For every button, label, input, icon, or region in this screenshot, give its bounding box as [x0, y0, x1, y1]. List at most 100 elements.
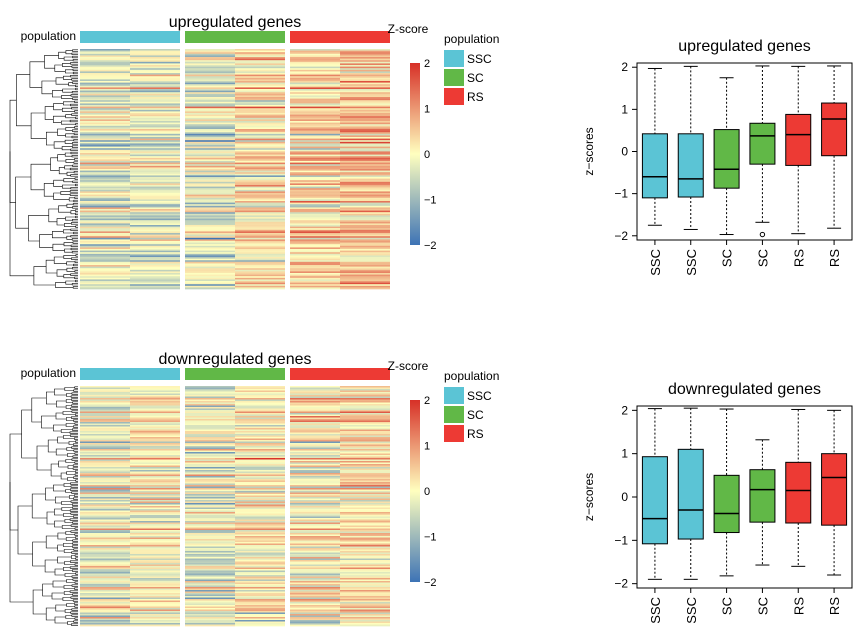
heatmap-cell: [235, 611, 285, 613]
dendrogram-branch: [63, 513, 74, 517]
heatmap-cell: [340, 527, 390, 529]
dendrogram-branch: [74, 126, 78, 129]
heatmap-cell: [185, 416, 235, 418]
heatmap-cell: [340, 536, 390, 538]
heatmap-cell: [185, 265, 235, 267]
heatmap-cell: [235, 186, 285, 189]
heatmap-cell: [130, 226, 180, 229]
heatmap-cell: [185, 468, 235, 471]
annotation-label: population: [21, 29, 76, 43]
heatmap-cell: [290, 525, 340, 528]
heatmap-cell: [80, 557, 130, 559]
heatmap-cell: [235, 161, 285, 163]
heatmap-cell: [130, 558, 180, 561]
heatmap-cell: [235, 479, 285, 481]
y-tick-label: −2: [614, 577, 628, 591]
heatmap-cell: [290, 462, 340, 465]
heatmap-cell: [235, 237, 285, 240]
heatmap-cell: [130, 401, 180, 403]
heatmap-cell: [290, 79, 340, 82]
heatmap-cell: [130, 486, 180, 489]
heatmap-cell: [185, 194, 235, 197]
heatmap-cell: [185, 169, 235, 171]
heatmap-cell: [185, 177, 235, 179]
heatmap-cell: [80, 151, 130, 154]
heatmap-cell: [185, 74, 235, 77]
heatmap-cell: [185, 536, 235, 538]
heatmap-cell: [80, 392, 130, 394]
heatmap-cell: [235, 557, 285, 559]
heatmap-cell: [80, 590, 130, 592]
heatmap-cell: [185, 437, 235, 439]
heatmap-cell: [235, 620, 285, 622]
heatmap-cell: [235, 95, 285, 98]
heatmap-cell: [185, 395, 235, 397]
heatmap-cell: [290, 149, 340, 152]
heatmap-cells: [80, 386, 390, 627]
heatmap-cell: [290, 287, 340, 290]
heatmap-cell: [130, 386, 180, 388]
heatmap-cell: [185, 617, 235, 619]
outlier-point: [759, 231, 766, 238]
heatmap-cell: [80, 146, 130, 149]
heatmap-cell: [290, 471, 340, 474]
legend-title: population: [444, 369, 499, 383]
dendrogram-branch: [70, 488, 78, 491]
heatmap-cell: [340, 260, 390, 263]
heatmap-cell: [235, 605, 285, 607]
heatmap-cell: [80, 561, 130, 564]
heatmap-cell: [340, 537, 390, 540]
heatmap-cell: [185, 585, 235, 588]
heatmap-cell: [340, 425, 390, 427]
heatmap-cell: [185, 593, 235, 595]
heatmap-cell: [130, 172, 180, 175]
heatmap-cell: [130, 554, 180, 556]
heatmap-cell: [80, 58, 130, 61]
heatmap-cell: [290, 105, 340, 107]
heatmap-cell: [185, 396, 235, 399]
dendrogram-branch: [9, 151, 34, 277]
heatmap-cell: [290, 167, 340, 170]
heatmap-cell: [185, 513, 235, 516]
heatmap-cell: [340, 533, 390, 535]
heatmap-cell: [130, 618, 180, 621]
dendrogram-branch: [70, 151, 78, 155]
heatmap-cell: [80, 546, 130, 549]
heatmap-cell: [80, 506, 130, 508]
heatmap-cell: [235, 534, 285, 537]
heatmap-cell: [235, 245, 285, 248]
heatmap-cell: [130, 261, 180, 264]
heatmap-cell: [290, 479, 340, 481]
dendrogram-branch: [60, 472, 68, 480]
heatmap-cell: [130, 476, 180, 478]
heatmap-cell: [340, 597, 390, 600]
heatmap-cell: [235, 89, 285, 91]
heatmap-cell: [80, 509, 130, 511]
heatmap-cell: [130, 265, 180, 267]
heatmap-cell: [80, 537, 130, 540]
heatmap-cell: [80, 162, 130, 165]
heatmap-cell: [290, 173, 340, 176]
colorbar: [410, 400, 420, 582]
heatmap-cell: [235, 575, 285, 577]
heatmap-cell: [235, 593, 285, 595]
heatmap-cell: [130, 584, 180, 586]
heatmap-cell: [130, 455, 180, 457]
heatmap-cell: [185, 551, 235, 553]
heatmap-cell: [80, 50, 130, 53]
heatmap-cell: [290, 495, 340, 498]
heatmap-cell: [80, 408, 130, 411]
dendrogram-branch: [71, 251, 78, 254]
heatmap-cell: [290, 620, 340, 622]
heatmap-cell: [185, 494, 235, 496]
heatmap-cell: [235, 549, 285, 552]
box-sc: [713, 474, 740, 534]
heatmap-cell: [185, 497, 235, 499]
heatmap-cell: [185, 516, 235, 519]
heatmap-cell: [235, 285, 285, 288]
heatmap-cell: [80, 555, 130, 558]
dendrogram-branch: [61, 120, 76, 125]
heatmap-cell: [290, 269, 340, 272]
heatmap-cell: [290, 159, 340, 162]
dendrogram-branch: [74, 422, 78, 425]
